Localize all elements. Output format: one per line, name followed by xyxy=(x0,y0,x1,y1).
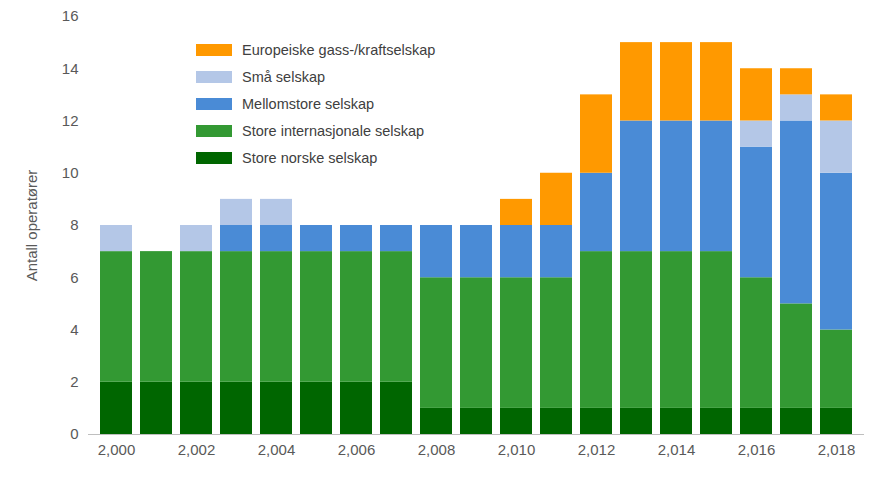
svg-text:16: 16 xyxy=(62,7,79,24)
html-text:Store internasjonale selskap: Store internasjonale selskap xyxy=(242,122,425,139)
svg-text:10: 10 xyxy=(62,164,79,181)
svg-text:2,000: 2,000 xyxy=(98,441,136,458)
svg-text:14: 14 xyxy=(62,60,79,77)
svg-text:2: 2 xyxy=(70,373,78,390)
svg-text:8: 8 xyxy=(70,216,78,233)
svg-text:2,008: 2,008 xyxy=(418,441,456,458)
svg-text:2,010: 2,010 xyxy=(498,441,536,458)
svg-text:2,004: 2,004 xyxy=(258,441,296,458)
svg-text:6: 6 xyxy=(70,269,78,286)
html-text:Europeiske gass-/kraftselskap: Europeiske gass-/kraftselskap xyxy=(242,41,436,58)
html-text:Mellomstore selskap: Mellomstore selskap xyxy=(242,95,375,112)
svg-text:2,002: 2,002 xyxy=(178,441,216,458)
html-text:Små selskap: Små selskap xyxy=(242,68,325,85)
svg-text:2,012: 2,012 xyxy=(578,441,616,458)
svg-text:Antall operatører: Antall operatører xyxy=(23,170,40,282)
svg-text:2,018: 2,018 xyxy=(818,441,856,458)
svg-text:2,014: 2,014 xyxy=(658,441,696,458)
svg-text:12: 12 xyxy=(62,112,79,129)
svg-text:2,006: 2,006 xyxy=(338,441,376,458)
svg-text:2,016: 2,016 xyxy=(738,441,776,458)
html-text:Store norske selskap: Store norske selskap xyxy=(242,149,378,166)
svg-text:4: 4 xyxy=(70,321,78,338)
svg-text:0: 0 xyxy=(70,425,78,442)
